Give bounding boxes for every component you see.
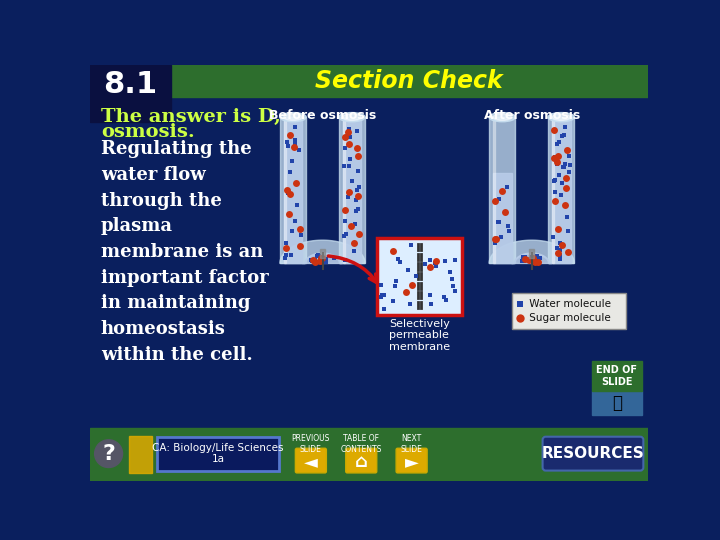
Bar	[320, 249, 325, 258]
Bar	[171, 65, 648, 97]
Text: CA: Biology/Life Sciences
1a: CA: Biology/Life Sciences 1a	[152, 443, 284, 464]
Bar	[339, 117, 365, 264]
Bar	[343, 119, 361, 264]
Bar	[284, 119, 302, 264]
Bar	[284, 117, 286, 264]
Ellipse shape	[339, 112, 365, 122]
Text: Before osmosis: Before osmosis	[269, 109, 376, 122]
FancyBboxPatch shape	[158, 437, 279, 470]
Text: The answer is D,: The answer is D,	[101, 108, 281, 126]
Bar	[489, 117, 516, 264]
Circle shape	[94, 440, 122, 468]
Ellipse shape	[552, 114, 570, 120]
Text: Sugar molecule: Sugar molecule	[526, 313, 611, 323]
Text: RESOURCES: RESOURCES	[541, 446, 644, 461]
Text: ?: ?	[102, 444, 115, 464]
Text: NEXT
SLIDE: NEXT SLIDE	[401, 434, 423, 454]
Ellipse shape	[280, 112, 306, 122]
Bar	[552, 117, 554, 264]
Ellipse shape	[489, 112, 516, 122]
Polygon shape	[512, 253, 552, 264]
Polygon shape	[302, 253, 343, 264]
Text: 🌊: 🌊	[612, 394, 622, 412]
Text: ⌂: ⌂	[355, 453, 368, 471]
Bar	[343, 117, 345, 264]
Text: PREVIOUS
SLIDE: PREVIOUS SLIDE	[292, 434, 330, 454]
Text: Selectively
permeable
membrane: Selectively permeable membrane	[389, 319, 450, 352]
Bar	[493, 117, 495, 264]
Text: Section Check: Section Check	[315, 69, 503, 93]
Ellipse shape	[493, 114, 512, 120]
Text: Regulating the
water flow
through the
plasma
membrane is an
important factor
in : Regulating the water flow through the pl…	[101, 140, 269, 364]
Bar	[280, 117, 306, 264]
Text: END OF
SLIDE: END OF SLIDE	[596, 365, 637, 387]
Bar	[529, 249, 534, 258]
FancyBboxPatch shape	[543, 437, 644, 470]
Bar	[548, 117, 575, 264]
Text: 8.1: 8.1	[103, 70, 158, 99]
Text: ►: ►	[405, 453, 418, 471]
Bar	[552, 119, 570, 264]
Bar	[593, 390, 642, 415]
Text: TABLE OF
CONTENTS: TABLE OF CONTENTS	[341, 434, 382, 454]
Bar	[593, 361, 642, 390]
Bar	[90, 97, 648, 451]
FancyBboxPatch shape	[512, 294, 626, 329]
Polygon shape	[129, 436, 152, 473]
Bar	[90, 428, 648, 481]
FancyBboxPatch shape	[377, 238, 462, 315]
Polygon shape	[489, 240, 575, 264]
Bar	[493, 173, 512, 264]
Text: osmosis.: osmosis.	[101, 123, 194, 141]
FancyBboxPatch shape	[396, 448, 427, 473]
Text: After osmosis: After osmosis	[484, 109, 580, 122]
FancyBboxPatch shape	[295, 448, 326, 473]
FancyBboxPatch shape	[346, 448, 377, 473]
Polygon shape	[280, 240, 365, 264]
Bar	[90, 65, 171, 122]
Ellipse shape	[343, 114, 361, 120]
Ellipse shape	[284, 114, 302, 120]
Ellipse shape	[548, 112, 575, 122]
Text: Water molecule: Water molecule	[526, 299, 611, 309]
Text: ◄: ◄	[304, 453, 318, 471]
